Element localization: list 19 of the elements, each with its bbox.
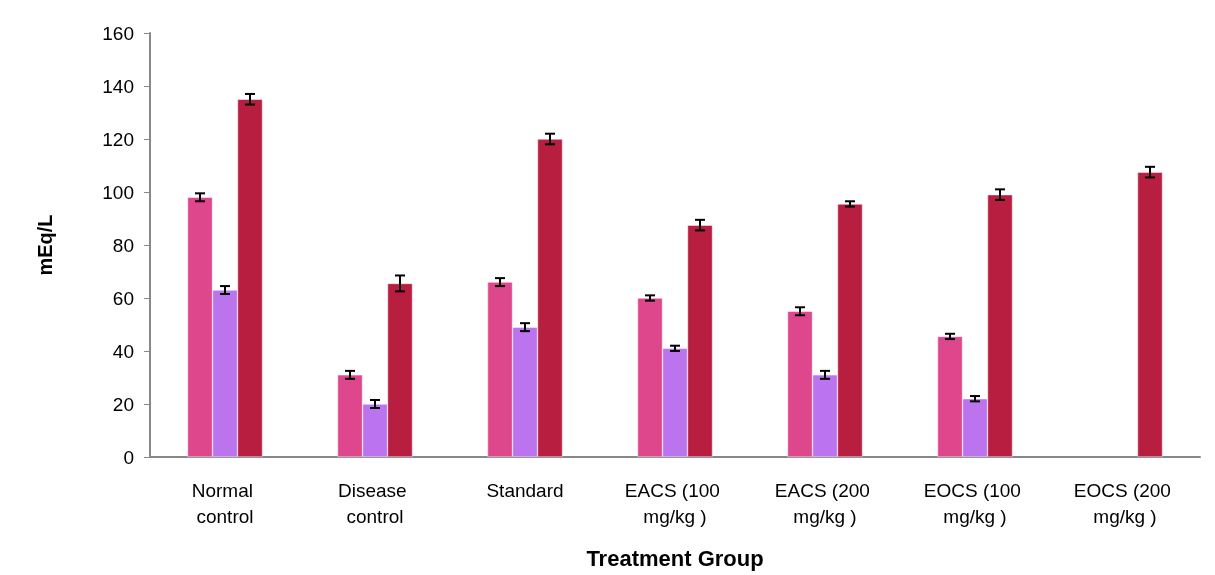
x-axis-title: Treatment Group xyxy=(586,545,764,571)
y-tick-label: 80 xyxy=(112,234,134,256)
y-tick-label: 60 xyxy=(112,287,134,309)
x-tick-label: EACS (200 mg/kg ) xyxy=(774,479,876,527)
x-tick-label: Standard xyxy=(486,479,564,501)
x-tick-label: Normal control xyxy=(191,479,259,527)
y-tick-label: 160 xyxy=(102,22,134,44)
y-tick-label: 0 xyxy=(123,446,134,468)
x-tick-label: EACS (100 mg/kg ) xyxy=(624,479,726,527)
bar xyxy=(1137,172,1163,457)
y-axis-title: mEq/L xyxy=(34,214,56,276)
x-tick-label: EOCS (200 mg/kg ) xyxy=(1073,479,1177,527)
x-tick-label: EOCS (100 mg/kg ) xyxy=(923,479,1027,527)
y-tick-label: 100 xyxy=(102,181,134,203)
y-tick-label: 140 xyxy=(102,75,134,97)
y-tick-label: 20 xyxy=(112,393,134,415)
y-tick-label: 120 xyxy=(102,128,134,150)
x-tick-label: Disease control xyxy=(338,479,412,527)
y-tick-label: 40 xyxy=(112,340,134,362)
